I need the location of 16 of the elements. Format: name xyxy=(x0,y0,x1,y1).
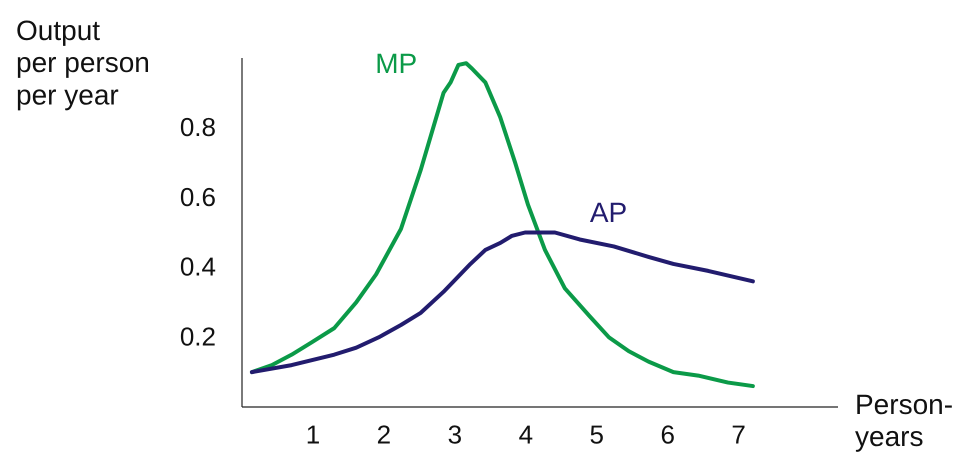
x-tick-label: 5 xyxy=(590,419,604,450)
series-label: AP xyxy=(590,196,628,228)
series-label: MP xyxy=(375,48,418,80)
y-tick-label: 0.8 xyxy=(180,112,216,142)
x-tick-label: 7 xyxy=(731,419,746,450)
y-tick-label: 0.2 xyxy=(180,322,216,352)
x-tick-label: 2 xyxy=(376,419,392,450)
y-tick-label: 0.4 xyxy=(180,252,216,282)
x-tick-label: 1 xyxy=(306,419,320,450)
x-tick-label: 4 xyxy=(518,419,534,450)
x-axis-title: Person- years xyxy=(855,389,954,452)
y-tick-label: 0.6 xyxy=(180,182,216,212)
line-series xyxy=(250,230,755,374)
x-tick-label: 6 xyxy=(660,419,675,450)
x-tick-label: 3 xyxy=(448,419,462,450)
y-axis-title: Output per person per year xyxy=(16,15,150,110)
